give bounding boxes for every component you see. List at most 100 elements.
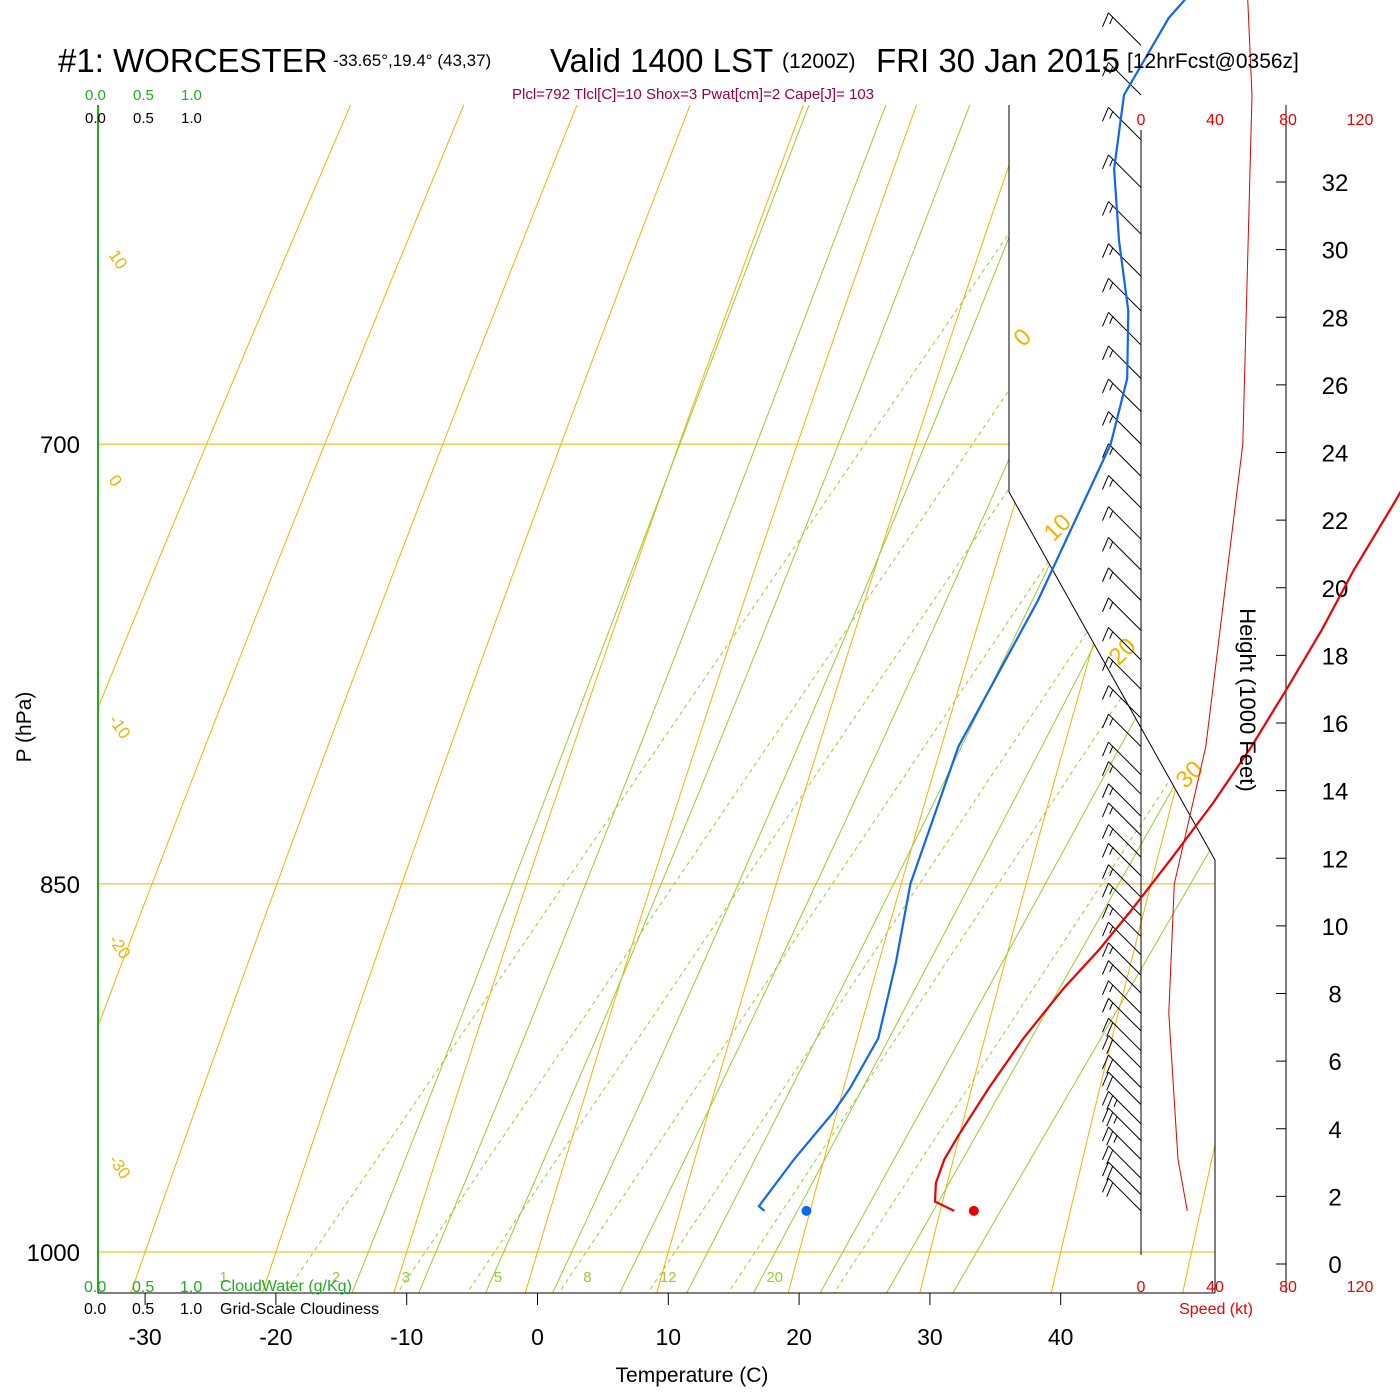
temperature-tick-label: -10: [390, 1324, 423, 1350]
dry-adiabat: [98, 105, 1215, 1293]
pressure-ticks: 2503004005007008501000: [27, 432, 80, 1267]
wind-barb-full: [1102, 567, 1109, 583]
dry-adiabat-label: 10: [105, 246, 131, 272]
wind-barb-full: [1102, 783, 1109, 798]
forecast-info: [12hrFcst@0356z]: [1127, 50, 1299, 73]
wind-barb: [1102, 1126, 1142, 1160]
x-axis-title: Temperature (C): [616, 1364, 769, 1387]
mixing-ratio-label: 2: [332, 1269, 340, 1286]
wind-barb-full: [1106, 1022, 1114, 1037]
wind-barb: [1102, 1161, 1142, 1196]
speed-bottom-tick-1: 40: [1206, 1279, 1224, 1296]
wind-barb: [1102, 761, 1142, 795]
wind-barb-full: [1102, 1178, 1109, 1193]
wind-barb-full: [1102, 62, 1109, 77]
cloudiness-top-tick-1: 0.5: [133, 110, 154, 127]
wind-barb-full: [1102, 864, 1109, 879]
height-tick-label: 4: [1328, 1117, 1341, 1144]
wind-barb: [1102, 980, 1142, 1014]
speed-ticks-top: 0 40 80 120: [1137, 112, 1374, 129]
wind-barb-full: [1102, 597, 1109, 613]
wind-barb-staff: [1108, 824, 1142, 858]
wind-barb-full: [1102, 685, 1109, 700]
wind-barb-half: [1109, 510, 1114, 519]
wind-barb-full: [1102, 980, 1109, 996]
wind-barb-staff: [1108, 277, 1142, 312]
wind-barb: [1102, 921, 1142, 956]
wind-barb-staff: [1108, 998, 1142, 1032]
wind-barb-full: [1102, 411, 1109, 426]
wind-barbs: [1102, 12, 1142, 1212]
wind-barb-full: [1102, 537, 1109, 552]
wind-barb-half: [1109, 601, 1114, 610]
dry-adiabat-label: 0: [105, 471, 126, 490]
wind-barb-full: [1102, 278, 1109, 293]
wind-speed-profile: [1168, 0, 1253, 1211]
wind-barb-full: [1102, 378, 1109, 394]
wind-barb: [1102, 537, 1142, 571]
wind-barb-half: [1109, 908, 1114, 916]
wind-barb-staff: [1108, 1145, 1142, 1179]
wind-barb-staff: [1108, 741, 1142, 776]
wind-barb-staff: [1108, 1107, 1142, 1141]
wind-barb-staff: [1108, 475, 1142, 509]
wind-barb-half: [1109, 887, 1114, 895]
wind-barb-staff: [1108, 802, 1142, 836]
dry-adiabat-label: -10: [105, 711, 135, 742]
wind-barb: [1102, 627, 1142, 661]
wind-barb: [1102, 475, 1142, 509]
wind-barb-full: [1102, 998, 1109, 1013]
wind-barb-full: [1106, 1039, 1114, 1054]
height-tick-label: 26: [1322, 373, 1349, 400]
cloudiness-bottom-tick-2: 1.0: [180, 1301, 202, 1318]
wind-barb-half: [1109, 571, 1114, 580]
wind-barb: [1102, 942, 1142, 976]
height-tick-label: 14: [1322, 779, 1349, 806]
wind-barb-staff: [1108, 903, 1142, 937]
wind-barb: [1102, 411, 1142, 445]
wind-barb-full: [1106, 1076, 1114, 1091]
height-tick-label: 24: [1322, 441, 1349, 468]
wind-barb-half: [1109, 111, 1114, 119]
wind-barb-full: [1102, 154, 1109, 170]
wind-barb: [1102, 1054, 1142, 1088]
wind-barb-staff: [1108, 106, 1142, 141]
moist-adiabat: [454, 105, 1215, 1293]
height-tick-label: 30: [1322, 238, 1349, 265]
wind-barb-full: [1102, 1126, 1109, 1142]
wind-barb-staff: [1108, 506, 1142, 540]
wind-barb-half: [1109, 16, 1114, 25]
temperature-profile: [933, 490, 1400, 1212]
moist-adiabat: [388, 105, 1215, 1293]
wind-barb-full: [1102, 843, 1109, 858]
wind-barb-half: [1113, 1116, 1118, 1124]
wind-barb-half: [1109, 1002, 1114, 1010]
wind-barb-staff: [1108, 627, 1142, 661]
wind-barb-full: [1102, 443, 1109, 458]
mixing-ratio-lines: 1 2 3 5 8 12 20: [219, 105, 1215, 1293]
temperature-tick-label: 30: [917, 1324, 943, 1350]
wind-barb-staff: [1108, 1071, 1142, 1105]
wind-barb: [1102, 12, 1142, 46]
height-axis-title: Height (1000 Feet): [1235, 608, 1260, 791]
wind-barb-staff: [1108, 378, 1142, 412]
wind-barb-full: [1102, 824, 1109, 839]
wind-barb: [1102, 864, 1142, 898]
wind-barb: [1102, 1035, 1142, 1069]
mixing-ratio-label: 3: [402, 1269, 410, 1286]
height-tick-label: 28: [1322, 305, 1349, 332]
wind-barb: [1102, 378, 1142, 412]
cloudwater-bottom-tick-2: 1.0: [180, 1279, 202, 1296]
wind-barb-full: [1106, 1166, 1114, 1181]
station-coords: -33.65°,19.4° (43,37): [333, 51, 491, 70]
pressure-tick-label: 1000: [27, 1240, 80, 1267]
moist-adiabat: [781, 105, 1215, 1293]
wind-barb: [1102, 443, 1142, 477]
wind-barb-half: [1109, 383, 1114, 391]
wind-barb-staff: [1108, 1161, 1142, 1196]
wind-barb: [1102, 597, 1142, 631]
wind-barb: [1102, 1017, 1142, 1052]
wind-barb-full: [1102, 882, 1109, 898]
temperature-tick-label: -30: [128, 1324, 161, 1350]
